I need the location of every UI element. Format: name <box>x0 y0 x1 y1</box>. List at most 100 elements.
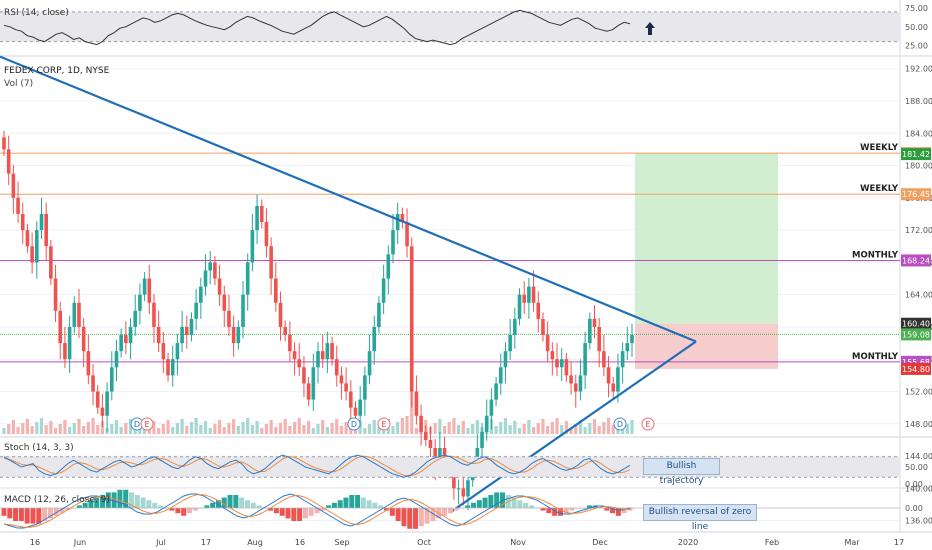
x-tick-label: 16 <box>295 538 305 547</box>
candle-body <box>236 326 241 344</box>
candle-body <box>592 318 597 327</box>
macd-hist-bar <box>418 508 424 527</box>
volume-label: Vol (7) <box>4 79 34 89</box>
volume-bar <box>58 424 62 434</box>
event-marker-icon <box>641 417 655 431</box>
x-tick-label: Nov <box>510 538 526 547</box>
candle-body <box>541 318 545 336</box>
volume-bar <box>630 420 634 434</box>
macd-hist-bar <box>482 497 488 508</box>
candle-body <box>259 205 264 223</box>
macd-hist-bar <box>349 495 355 508</box>
price-tag <box>901 317 931 330</box>
volume-bar <box>274 427 278 434</box>
macd-hist-bar <box>331 502 337 508</box>
candle-body <box>222 294 227 311</box>
candle-body <box>288 335 292 352</box>
macd-hist-bar <box>308 508 314 516</box>
macd-hist-bar <box>233 495 239 508</box>
macd-hist-bar <box>169 508 175 511</box>
candle-body <box>616 367 620 392</box>
macd-hist-bar <box>326 505 332 508</box>
candle-body <box>349 391 353 408</box>
macd-hist-bar <box>569 508 575 511</box>
stoch-annotation: Bullish trajectory <box>643 458 720 486</box>
candle-body <box>409 246 414 392</box>
candle-body <box>2 137 6 150</box>
volume-bar <box>53 428 58 434</box>
price-tick-label: 180.00 <box>905 162 932 171</box>
macd-hist-bar <box>546 508 552 514</box>
candle-body <box>227 310 231 327</box>
candle-body <box>527 286 531 303</box>
macd-hist-bar <box>453 508 459 511</box>
macd-hist-bar <box>563 508 569 514</box>
candle-body <box>91 375 95 392</box>
volume-bar <box>344 422 348 434</box>
macd-hist-bar <box>59 508 65 514</box>
stoch-tick-label: 50.00 <box>905 463 928 472</box>
candle-body <box>545 335 550 352</box>
volume-bar <box>11 420 15 434</box>
candle-body <box>316 351 320 368</box>
event-marker-label: D <box>134 420 140 429</box>
volume-bar <box>152 421 156 434</box>
macd-hist-bar <box>343 497 349 508</box>
candle-body <box>564 359 569 376</box>
rsi-tick-label: 50.00 <box>905 23 928 32</box>
price-tag-label: 154.80 <box>902 365 930 374</box>
up-arrow-icon <box>645 22 655 35</box>
volume-bar <box>63 420 67 434</box>
candle-body <box>339 375 344 384</box>
candle-body <box>597 326 601 352</box>
candle-body <box>508 335 512 352</box>
macd-tick-label: 0.00 <box>905 504 923 513</box>
price-tag <box>901 328 931 341</box>
volume-bar <box>503 418 508 434</box>
volume-bar <box>185 426 189 434</box>
price-tag-label: 160.40 <box>902 320 930 329</box>
macd-hist-bar <box>285 508 291 519</box>
macd-hist-bar <box>621 508 627 514</box>
x-tick-label: Jun <box>73 538 87 547</box>
candle-body <box>166 359 170 376</box>
candle-body <box>536 302 541 319</box>
price-tick-label: 164.00 <box>905 291 932 300</box>
volume-bar <box>396 422 400 434</box>
macd-hist-bar <box>244 500 250 508</box>
volume-bar <box>7 424 11 434</box>
stoch-label: Stoch (14, 3, 3) <box>4 443 74 453</box>
volume-bar <box>321 420 325 434</box>
volume-bar <box>363 428 367 434</box>
macd-hist-bar <box>152 502 158 508</box>
volume-bar <box>494 426 498 434</box>
candle-body <box>419 415 423 432</box>
volume-bar <box>335 419 339 434</box>
volume-bar <box>278 423 283 434</box>
candle-body <box>569 375 573 384</box>
volume-bar <box>456 425 461 434</box>
candle-body <box>53 278 58 311</box>
macd-hist-bar <box>279 508 285 516</box>
candle-body <box>559 359 564 368</box>
candle-body <box>522 294 527 303</box>
macd-hist-bar <box>302 508 308 519</box>
x-tick-label: Mar <box>844 538 860 547</box>
volume-bar <box>161 424 165 434</box>
level-label: WEEKLY <box>860 184 899 194</box>
candle-body <box>269 246 273 279</box>
volume-bar <box>232 419 236 434</box>
candle-body <box>11 173 16 198</box>
volume-bar <box>86 422 90 434</box>
candle-body <box>414 391 419 416</box>
candle-body <box>170 359 175 376</box>
candle-body <box>442 448 447 465</box>
price-tag-label: 168.24 <box>902 256 930 265</box>
x-tick-label: Jul <box>155 538 166 547</box>
candle-body <box>606 367 611 384</box>
rsi-band <box>0 11 900 42</box>
price-tick-label: 132.00 <box>905 549 932 550</box>
candle-body <box>81 326 86 352</box>
volume-bar <box>292 422 297 434</box>
candle-body <box>611 383 616 392</box>
